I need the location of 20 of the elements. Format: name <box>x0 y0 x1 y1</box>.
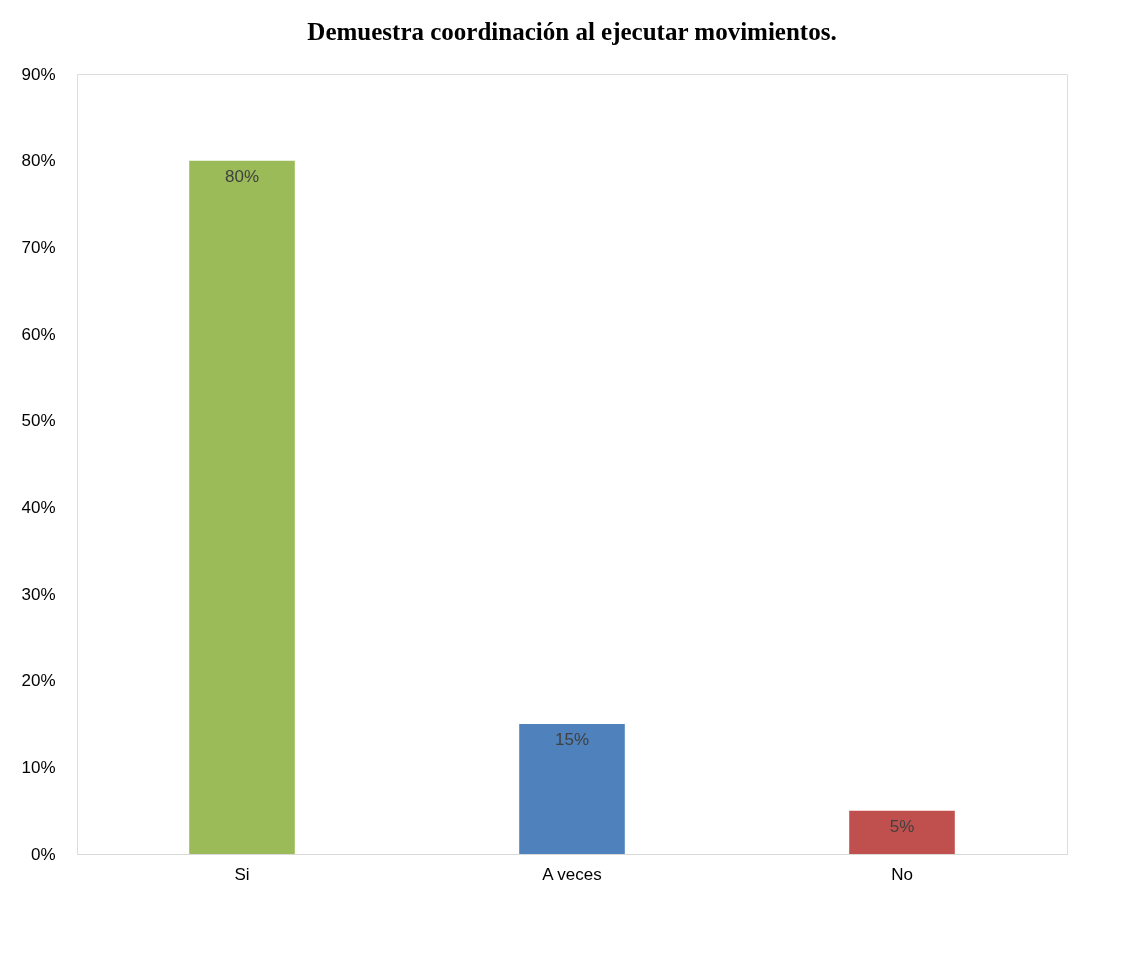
chart-title: Demuestra coordinación al ejecutar movimientos. <box>307 18 837 45</box>
data-label: 5% <box>889 816 915 836</box>
y-tick-label: 0% <box>30 844 56 864</box>
data-label: 80% <box>224 166 260 186</box>
y-tick-label: 70% <box>21 237 56 257</box>
y-tick-label: 50% <box>21 411 56 431</box>
y-tick-label: 40% <box>21 497 56 517</box>
x-tick-label: A veces <box>542 864 602 884</box>
y-tick-label: 30% <box>21 584 56 604</box>
y-tick-label: 60% <box>21 324 56 344</box>
y-tick-label: 10% <box>21 757 56 777</box>
y-tick-label: 90% <box>21 64 56 84</box>
x-tick-label: Si <box>234 864 250 884</box>
y-tick-label: 20% <box>21 671 56 691</box>
bar <box>849 810 955 854</box>
data-label: 15% <box>554 730 590 749</box>
bar <box>519 724 625 854</box>
bar <box>189 160 295 854</box>
x-tick-label: No <box>891 864 913 884</box>
y-tick-label: 80% <box>21 151 56 171</box>
